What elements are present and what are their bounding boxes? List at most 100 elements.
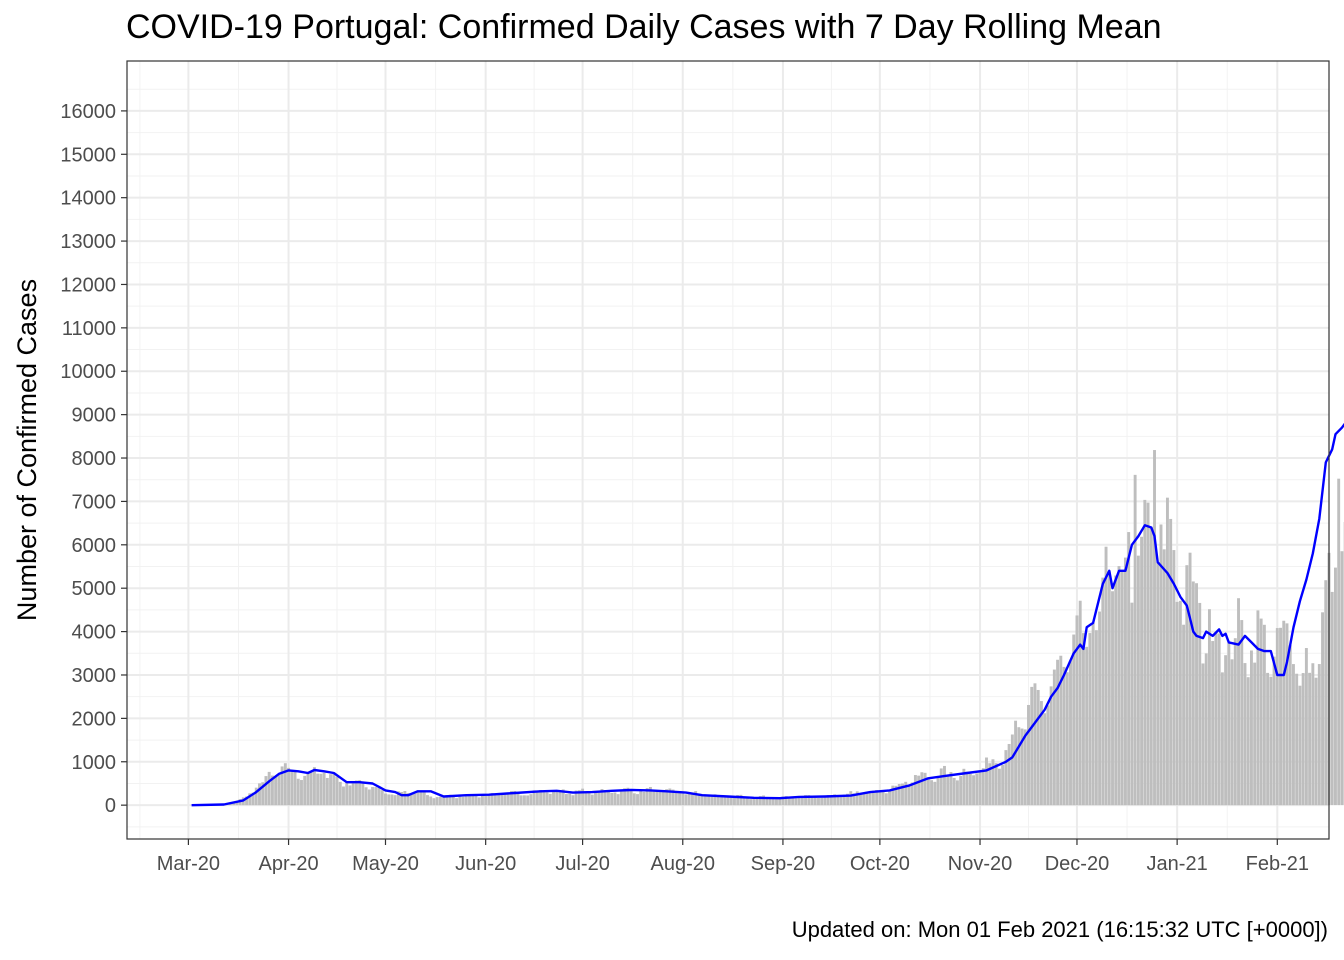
- daily-case-bar: [926, 778, 930, 806]
- y-tick-label: 13000: [60, 231, 116, 253]
- daily-case-bar: [1337, 478, 1341, 806]
- daily-case-bar: [871, 790, 875, 806]
- daily-case-bar: [461, 796, 465, 806]
- daily-case-bar: [597, 791, 601, 806]
- daily-case-bar: [1052, 669, 1056, 806]
- daily-case-bar: [1075, 615, 1079, 806]
- daily-case-bar: [632, 793, 636, 806]
- daily-case-bar: [1207, 609, 1211, 806]
- daily-case-bar: [510, 791, 513, 806]
- daily-case-bar: [1049, 686, 1053, 806]
- daily-case-bar: [422, 791, 426, 806]
- daily-case-bar: [1056, 659, 1060, 806]
- daily-case-bar: [1007, 743, 1011, 806]
- daily-case-bar: [1266, 672, 1270, 806]
- daily-case-bar: [529, 794, 533, 806]
- daily-case-bar: [923, 772, 927, 806]
- daily-case-bar: [1030, 686, 1034, 806]
- daily-case-bar: [981, 768, 985, 806]
- daily-case-bar: [623, 788, 627, 806]
- daily-case-bar: [994, 763, 998, 806]
- daily-case-bar: [836, 795, 840, 806]
- daily-case-bar: [513, 790, 517, 806]
- daily-case-bar: [1301, 673, 1305, 806]
- daily-case-bar: [1272, 656, 1276, 806]
- y-tick-label: 4000: [72, 622, 117, 644]
- daily-case-bar: [471, 795, 475, 806]
- daily-case-bar: [303, 775, 307, 806]
- daily-case-bar: [1259, 618, 1263, 806]
- daily-case-bar: [1285, 623, 1289, 806]
- daily-case-bar: [985, 757, 988, 806]
- daily-case-bar: [1017, 727, 1021, 806]
- daily-case-bar: [1269, 676, 1273, 806]
- daily-case-bar: [1027, 704, 1030, 806]
- daily-case-bar: [648, 786, 652, 806]
- daily-case-bar: [1078, 600, 1082, 806]
- y-tick-label: 3000: [72, 665, 117, 687]
- daily-case-bar: [1178, 600, 1182, 806]
- daily-case-bar: [571, 795, 575, 806]
- daily-case-bar: [723, 797, 727, 806]
- daily-case-bar: [248, 793, 252, 806]
- daily-case-bar: [687, 793, 691, 806]
- daily-case-bar: [377, 787, 381, 806]
- daily-case-bar: [319, 773, 323, 806]
- daily-case-bar: [855, 791, 859, 806]
- daily-case-bar: [1114, 575, 1118, 806]
- daily-case-bar: [435, 797, 439, 806]
- daily-case-bar: [794, 798, 798, 806]
- daily-case-bar: [619, 789, 623, 806]
- daily-case-bar: [807, 795, 811, 806]
- daily-case-bar: [1165, 497, 1169, 806]
- y-tick-label: 9000: [72, 405, 117, 427]
- daily-case-bar: [416, 792, 420, 806]
- daily-case-bar: [1059, 655, 1063, 806]
- daily-case-bar: [991, 759, 995, 806]
- daily-case-bar: [817, 797, 820, 806]
- daily-case-bar: [891, 785, 895, 806]
- x-tick-label: Feb-21: [1246, 853, 1309, 875]
- daily-case-bar: [665, 789, 669, 806]
- daily-case-bar: [1191, 581, 1195, 806]
- daily-case-bar: [852, 793, 856, 806]
- daily-case-bar: [820, 797, 824, 806]
- daily-case-bar: [342, 786, 345, 806]
- daily-case-bar: [429, 796, 433, 806]
- daily-case-bar: [703, 796, 707, 806]
- daily-case-bar: [913, 775, 917, 806]
- y-tick-label: 6000: [72, 535, 117, 557]
- daily-case-bar: [739, 794, 743, 806]
- daily-case-bar: [613, 792, 617, 806]
- daily-case-bar: [464, 794, 468, 806]
- daily-case-bar: [545, 792, 549, 806]
- daily-case-bar: [503, 793, 507, 806]
- daily-case-bar: [1188, 552, 1192, 806]
- daily-case-bar: [988, 763, 992, 806]
- daily-case-bar: [762, 795, 765, 806]
- daily-case-bar: [952, 777, 956, 806]
- daily-case-bar: [1133, 474, 1137, 806]
- daily-case-bar: [826, 795, 830, 806]
- daily-case-bar: [674, 791, 678, 806]
- daily-case-bar: [778, 797, 782, 806]
- daily-case-bar: [261, 782, 265, 806]
- daily-case-bar: [581, 788, 585, 806]
- daily-case-bar: [829, 795, 833, 806]
- daily-case-bar: [733, 796, 736, 806]
- daily-case-bar: [264, 776, 268, 806]
- daily-case-bar: [697, 793, 701, 806]
- daily-case-bar: [694, 791, 698, 806]
- daily-case-bar: [1330, 591, 1334, 806]
- daily-case-bar: [384, 793, 387, 806]
- daily-case-bar: [432, 798, 436, 806]
- daily-case-bar: [335, 776, 339, 806]
- daily-case-bar: [558, 790, 562, 806]
- daily-case-bar: [564, 794, 568, 806]
- daily-case-bar: [904, 781, 908, 806]
- daily-case-bar: [1211, 641, 1215, 806]
- y-tick-label: 11000: [62, 318, 116, 340]
- daily-case-bar: [1062, 666, 1066, 806]
- daily-case-bar: [1334, 567, 1337, 806]
- daily-case-bar: [658, 791, 662, 806]
